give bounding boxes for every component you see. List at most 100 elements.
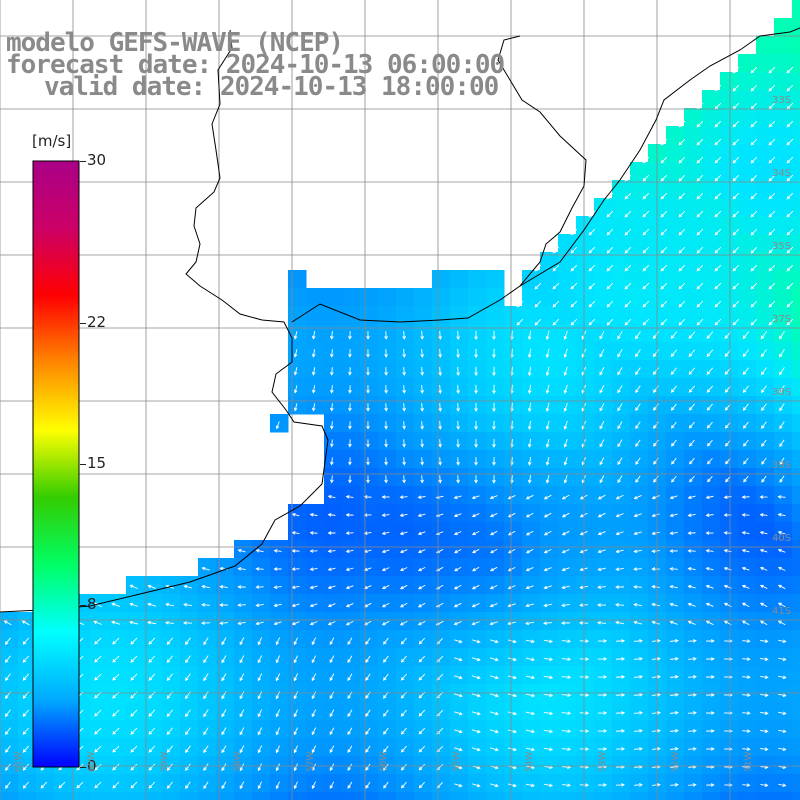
ocean-cell	[270, 792, 289, 800]
wind-arrow	[525, 783, 535, 788]
ocean-cell	[684, 252, 703, 271]
wind-arrow	[653, 403, 659, 411]
ocean-cell	[576, 378, 595, 397]
wind-arrow	[714, 228, 722, 236]
wind-arrow	[112, 673, 120, 681]
wind-arrow	[705, 620, 714, 626]
wind-arrow	[273, 567, 282, 571]
ocean-cell	[558, 270, 577, 289]
ocean-cell	[558, 486, 577, 505]
ocean-cell	[738, 756, 757, 775]
longitude-label: 60W	[87, 751, 97, 772]
wind-arrow	[778, 675, 787, 680]
ocean-cell	[414, 504, 433, 523]
wind-arrow	[471, 603, 480, 608]
wind-arrow	[275, 421, 280, 430]
ocean-cell	[666, 522, 685, 541]
ocean-cell	[756, 774, 775, 793]
wind-arrow	[779, 457, 785, 465]
wind-arrow	[111, 602, 121, 607]
wind-arrow	[221, 745, 227, 754]
ocean-cell	[702, 702, 721, 721]
wind-arrow	[563, 384, 568, 394]
wind-arrow	[670, 349, 678, 358]
ocean-cell	[594, 576, 613, 595]
wind-arrow	[219, 585, 228, 589]
wind-arrow	[688, 657, 697, 661]
wind-arrow	[309, 621, 318, 626]
ocean-cell	[558, 360, 577, 379]
wind-arrow	[453, 531, 462, 536]
ocean-cell	[612, 306, 631, 325]
ocean-cell	[702, 180, 721, 199]
ocean-cell	[540, 702, 559, 721]
ocean-cell	[0, 612, 19, 631]
wind-arrow	[714, 318, 722, 326]
ocean-cell	[396, 396, 415, 415]
wind-arrow	[507, 729, 518, 734]
ocean-cell	[486, 270, 505, 289]
wind-arrow	[606, 210, 614, 218]
wind-arrow	[687, 584, 696, 589]
ocean-cell	[576, 396, 595, 415]
wind-arrow	[633, 639, 644, 643]
ocean-cell	[774, 270, 793, 289]
wind-arrow	[525, 711, 536, 716]
wind-arrow	[633, 531, 642, 536]
wind-arrow	[507, 657, 517, 662]
wind-arrow	[545, 384, 550, 395]
ocean-cell	[486, 792, 505, 800]
wind-arrow	[651, 729, 661, 733]
ocean-cell	[774, 486, 793, 505]
ocean-cell	[504, 792, 523, 800]
wind-arrow	[93, 620, 103, 625]
ocean-cell	[306, 558, 325, 577]
ocean-cell	[630, 738, 649, 757]
ocean-cell	[684, 144, 703, 163]
wind-arrow	[696, 102, 704, 110]
ocean-cell	[738, 72, 757, 91]
wind-arrow	[617, 439, 623, 448]
wind-arrow	[786, 174, 794, 182]
wind-arrow	[293, 709, 299, 718]
wind-arrow	[660, 174, 668, 182]
wind-arrow	[418, 727, 426, 735]
wind-arrow	[489, 711, 499, 716]
wind-arrow	[347, 727, 353, 736]
wind-arrow	[489, 603, 498, 608]
ocean-cell	[396, 594, 415, 613]
ocean-cell	[450, 720, 469, 739]
ocean-cell	[450, 702, 469, 721]
wind-arrow	[642, 210, 650, 218]
wind-arrow	[111, 620, 121, 625]
wind-arrow	[669, 711, 679, 715]
wind-arrow	[273, 603, 282, 608]
ocean-cell	[342, 414, 361, 433]
ocean-cell	[414, 594, 433, 613]
wind-arrow	[732, 246, 740, 254]
wind-arrow	[786, 120, 794, 128]
wind-arrow	[420, 348, 424, 358]
ocean-cell	[396, 288, 415, 307]
wind-arrow	[527, 384, 532, 395]
wind-arrow	[660, 264, 668, 272]
ocean-cell	[396, 342, 415, 361]
ocean-cell	[432, 414, 451, 433]
wind-arrow	[678, 300, 686, 308]
wind-arrow	[633, 657, 644, 661]
wind-arrow	[166, 727, 174, 735]
wind-arrow	[543, 765, 554, 770]
ocean-cell	[612, 702, 631, 721]
ocean-cell	[558, 306, 577, 325]
wind-arrow	[561, 675, 572, 680]
wind-arrow	[94, 655, 102, 663]
wind-arrow	[635, 421, 641, 430]
ocean-cell	[630, 540, 649, 559]
wind-arrow	[714, 138, 722, 146]
ocean-cell	[378, 792, 397, 800]
wind-arrow	[3, 620, 12, 626]
ocean-cell	[738, 792, 757, 800]
wind-arrow	[561, 693, 572, 698]
wind-arrow	[732, 210, 740, 218]
ocean-cell	[378, 414, 397, 433]
